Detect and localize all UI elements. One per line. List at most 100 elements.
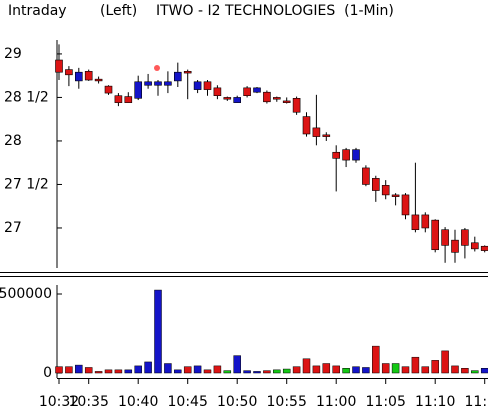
volume-bar bbox=[253, 371, 261, 374]
candle-body bbox=[480, 245, 488, 251]
volume-bar bbox=[114, 369, 123, 374]
candle-body bbox=[124, 96, 133, 103]
x-tick-label: 11:15 bbox=[465, 394, 488, 410]
candle-body bbox=[164, 81, 172, 86]
x-tick-label: 10:45 bbox=[168, 394, 208, 410]
volume-bar bbox=[183, 366, 192, 374]
candle-body bbox=[322, 134, 331, 137]
volume-bar bbox=[164, 363, 172, 374]
volume-tick-label: 500000 bbox=[0, 286, 52, 302]
candle-body bbox=[292, 98, 301, 113]
volume-bar bbox=[332, 365, 340, 374]
candle-body bbox=[282, 100, 291, 103]
candle-body bbox=[183, 71, 192, 74]
candle-body bbox=[461, 229, 469, 246]
candle-body bbox=[253, 87, 261, 93]
volume-bar bbox=[401, 366, 410, 374]
volume-bar bbox=[124, 369, 133, 374]
candle-body bbox=[233, 97, 241, 103]
volume-bar bbox=[282, 368, 291, 374]
x-tick-label: 11:05 bbox=[366, 394, 406, 410]
candle-body bbox=[65, 69, 73, 76]
x-tick-label: 10:50 bbox=[217, 394, 257, 410]
volume-bar bbox=[263, 370, 271, 374]
volume-bar bbox=[451, 365, 459, 374]
candle-body bbox=[154, 81, 162, 86]
volume-bar bbox=[75, 364, 83, 374]
volume-bar bbox=[461, 368, 469, 374]
candle-body bbox=[302, 116, 311, 135]
candle-body bbox=[203, 81, 212, 90]
candle-body bbox=[263, 91, 271, 103]
volume-bar bbox=[322, 363, 331, 374]
volume-bar bbox=[302, 358, 311, 374]
volume-bar bbox=[411, 356, 420, 374]
x-tick-label: 10:40 bbox=[118, 394, 158, 410]
chart-mode: (Left) bbox=[100, 3, 137, 19]
x-tick-label: 11:10 bbox=[415, 394, 455, 410]
chart-title: ITWO - I2 TECHNOLOGIES (1-Min) bbox=[156, 3, 394, 19]
volume-bar bbox=[65, 366, 73, 374]
volume-bar bbox=[342, 368, 350, 374]
candle-body bbox=[441, 229, 449, 246]
volume-bar bbox=[372, 345, 380, 374]
volume-bar bbox=[273, 369, 281, 374]
volume-bar bbox=[193, 365, 202, 374]
volume-bar bbox=[223, 370, 232, 374]
candle-body bbox=[272, 97, 281, 100]
candle-body bbox=[431, 219, 440, 251]
candle-body bbox=[470, 242, 479, 250]
candle-body bbox=[391, 194, 400, 197]
x-tick-label: 11:00 bbox=[316, 394, 356, 410]
candle-body bbox=[381, 185, 390, 196]
candle-body bbox=[352, 149, 360, 161]
candle-body bbox=[451, 239, 459, 253]
volume-bar bbox=[94, 371, 103, 374]
candle-body bbox=[104, 85, 113, 94]
volume-bar bbox=[431, 360, 439, 374]
x-tick-label: 10:35 bbox=[69, 394, 109, 410]
y-tick-label: 29 bbox=[4, 46, 22, 62]
candle-body bbox=[421, 214, 430, 229]
candle-body bbox=[312, 127, 321, 137]
candle-body bbox=[75, 71, 83, 82]
volume-bar bbox=[55, 366, 63, 374]
marker bbox=[154, 65, 160, 71]
candle-body bbox=[213, 87, 222, 96]
volume-bar bbox=[144, 361, 152, 374]
volume-bar bbox=[391, 363, 400, 374]
candle-body bbox=[134, 81, 142, 99]
candle-body bbox=[55, 59, 63, 73]
candle-body bbox=[332, 151, 341, 159]
x-tick-label: 10:55 bbox=[267, 394, 307, 410]
volume-bar bbox=[441, 350, 449, 374]
candle-body bbox=[94, 78, 103, 82]
candle-body bbox=[174, 71, 182, 82]
candle-body bbox=[362, 167, 370, 185]
x-tick-label: 10:32 bbox=[39, 394, 79, 410]
y-tick-label: 28 1/2 bbox=[4, 89, 49, 105]
volume-bar bbox=[243, 370, 251, 374]
volume-bar bbox=[381, 363, 390, 374]
volume-bar bbox=[233, 355, 241, 374]
candle-body bbox=[342, 149, 350, 161]
volume-bar bbox=[154, 289, 162, 374]
volume-bar bbox=[84, 367, 93, 374]
y-tick-label: 27 1/2 bbox=[4, 176, 49, 192]
candle-body bbox=[114, 95, 123, 103]
volume-bar bbox=[203, 369, 212, 374]
candle-body bbox=[144, 81, 152, 86]
candle-body bbox=[371, 178, 380, 191]
candle-body bbox=[193, 81, 202, 90]
candle-body bbox=[411, 214, 420, 231]
candle-body bbox=[84, 71, 93, 81]
candle-body bbox=[243, 87, 251, 96]
volume-bar bbox=[362, 367, 370, 374]
volume-bar bbox=[352, 366, 360, 374]
y-tick-label: 28 bbox=[4, 133, 22, 149]
volume-bar bbox=[104, 369, 113, 374]
volume-bar bbox=[312, 365, 321, 374]
volume-bar bbox=[134, 365, 142, 374]
volume-bar bbox=[471, 370, 479, 374]
candle-body bbox=[401, 194, 410, 216]
